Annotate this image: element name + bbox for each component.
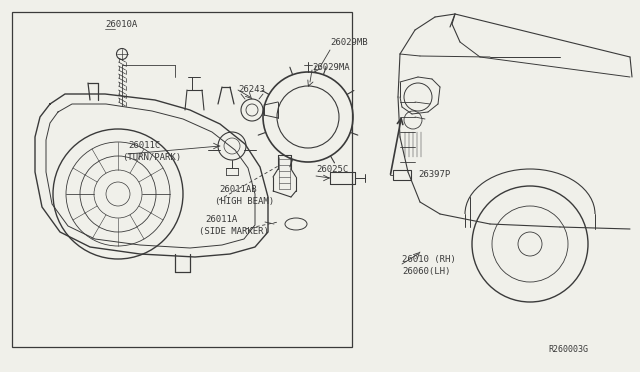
Text: 26060(LH): 26060(LH): [402, 267, 451, 276]
Text: (SIDE MARKER): (SIDE MARKER): [199, 227, 269, 236]
Text: (TURN/PARK): (TURN/PARK): [122, 153, 181, 162]
Text: 26029MB: 26029MB: [330, 38, 367, 47]
Text: 26397P: 26397P: [418, 170, 451, 179]
Text: (HIGH BEAM): (HIGH BEAM): [215, 197, 274, 206]
Text: R260003G: R260003G: [548, 345, 588, 354]
Text: 26025C: 26025C: [316, 165, 348, 174]
Text: 26010A: 26010A: [105, 20, 137, 29]
Text: 26011C: 26011C: [128, 141, 160, 150]
Text: 26010 (RH): 26010 (RH): [402, 255, 456, 264]
Text: 26029MA: 26029MA: [312, 63, 349, 72]
Bar: [393, 170, 411, 180]
Text: 26011AB: 26011AB: [219, 185, 257, 194]
Text: 26243: 26243: [238, 85, 265, 94]
Bar: [12, 12, 352, 347]
Text: 26011A: 26011A: [205, 215, 237, 224]
